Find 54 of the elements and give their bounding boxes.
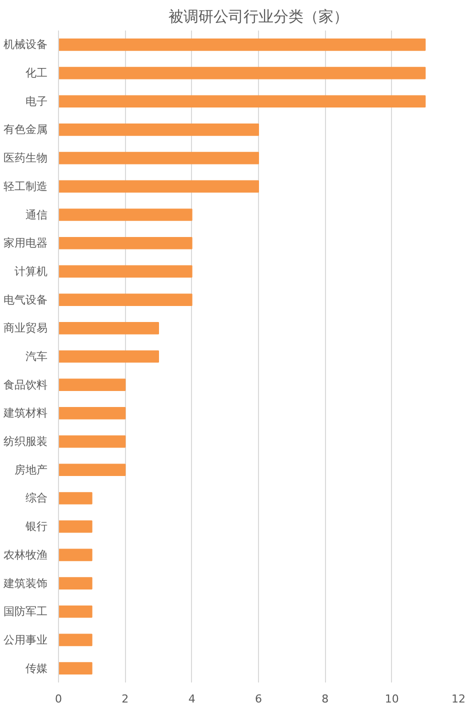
bar [58, 66, 426, 80]
y-tick-label: 家用电器 [4, 236, 48, 250]
bar [58, 407, 126, 420]
bar [58, 350, 159, 363]
bar [58, 208, 192, 221]
y-tick-label: 农林牧渔 [4, 548, 48, 562]
bar [58, 605, 92, 618]
bar [58, 492, 92, 504]
y-tick-label: 食品饮料 [4, 378, 48, 392]
y-tick-label: 综合 [26, 492, 48, 505]
bar [58, 520, 92, 533]
x-tick-label: 8 [322, 692, 329, 705]
y-tick-label: 商业贸易 [4, 322, 48, 335]
x-tick-label: 0 [55, 692, 62, 705]
bar [58, 378, 126, 392]
x-tick-label: 10 [384, 692, 399, 705]
bar [58, 577, 92, 590]
y-tick-label: 电气设备 [4, 293, 48, 306]
bar [58, 464, 126, 476]
y-tick-label: 房地产 [14, 463, 48, 476]
bar [58, 435, 126, 448]
x-tick-label: 12 [452, 692, 466, 705]
bar [58, 548, 92, 562]
y-tick-label: 纺织服装 [4, 435, 48, 448]
chart-title: 被调研公司行业分类（家） [168, 8, 348, 26]
y-tick-label: 机械设备 [4, 38, 48, 52]
y-tick-label: 医药生物 [4, 152, 48, 165]
y-tick-label: 电子 [26, 94, 48, 108]
y-tick-label: 公用事业 [4, 633, 48, 646]
y-tick-label: 建筑装饰 [2, 576, 48, 590]
x-tick-label: 2 [122, 692, 129, 705]
bar [58, 662, 92, 674]
bar [58, 634, 92, 646]
y-tick-label: 轻工制造 [4, 180, 48, 193]
bar [58, 38, 426, 51]
bar [58, 124, 259, 136]
y-tick-label: 有色金属 [4, 123, 48, 136]
y-tick-label: 传媒 [26, 662, 48, 675]
y-tick-label: 通信 [26, 208, 48, 222]
y-tick-label: 银行 [24, 520, 48, 534]
x-tick-label: 6 [255, 692, 262, 705]
bar [58, 152, 259, 164]
bar [58, 236, 192, 250]
x-tick-label: 4 [188, 692, 196, 705]
y-tick-label: 汽车 [26, 350, 48, 363]
y-tick-label: 国防军工 [4, 605, 48, 618]
y-tick-label: 化工 [26, 66, 48, 80]
bar [58, 95, 426, 108]
bar [58, 265, 192, 278]
bar [58, 322, 159, 334]
y-tick-label: 建筑材料 [2, 406, 48, 420]
bar [58, 294, 192, 306]
y-tick-label: 计算机 [14, 264, 48, 278]
bar [58, 180, 259, 193]
